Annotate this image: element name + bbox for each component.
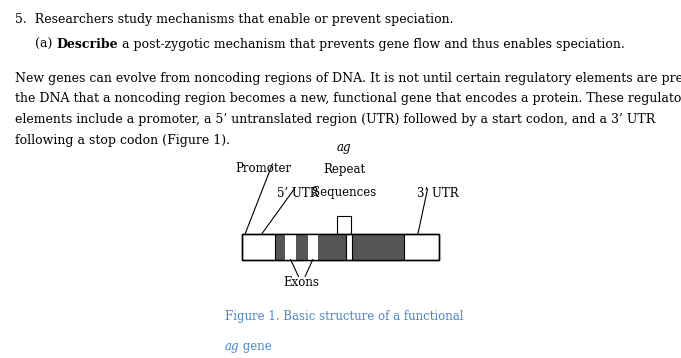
Text: (a): (a) [35, 38, 57, 50]
Text: Figure 1. Basic structure of a functional: Figure 1. Basic structure of a functiona… [225, 310, 463, 323]
Bar [352, 234, 404, 260]
Text: Promoter: Promoter [235, 162, 291, 175]
Bar [242, 234, 439, 260]
Text: Sequences: Sequences [312, 186, 376, 199]
Text: Describe: Describe [57, 38, 118, 50]
Text: Repeat: Repeat [323, 163, 365, 176]
Text: a post-zygotic mechanism that prevents gene flow and thus enables speciation.: a post-zygotic mechanism that prevents g… [118, 38, 625, 50]
Text: ag: ag [336, 141, 351, 154]
Bar [275, 234, 347, 260]
Text: 5’ UTR: 5’ UTR [277, 187, 319, 200]
Text: the DNA that a noncoding region becomes a new, functional gene that encodes a pr: the DNA that a noncoding region becomes … [15, 92, 681, 105]
Text: 3’ UTR: 3’ UTR [417, 187, 459, 200]
Bar [242, 234, 439, 260]
Text: ag: ag [225, 340, 239, 353]
Text: gene: gene [239, 340, 272, 353]
Text: Exons: Exons [284, 276, 319, 289]
Text: New genes can evolve from noncoding regions of DNA. It is not until certain regu: New genes can evolve from noncoding regi… [15, 72, 681, 84]
Text: 5.  Researchers study mechanisms that enable or prevent speciation.: 5. Researchers study mechanisms that ena… [15, 13, 454, 25]
Bar [285, 234, 296, 260]
Text: following a stop codon (Figure 1).: following a stop codon (Figure 1). [15, 134, 230, 147]
Bar [308, 234, 318, 260]
Text: elements include a promoter, a 5’ untranslated region (UTR) followed by a start : elements include a promoter, a 5’ untran… [15, 113, 655, 126]
